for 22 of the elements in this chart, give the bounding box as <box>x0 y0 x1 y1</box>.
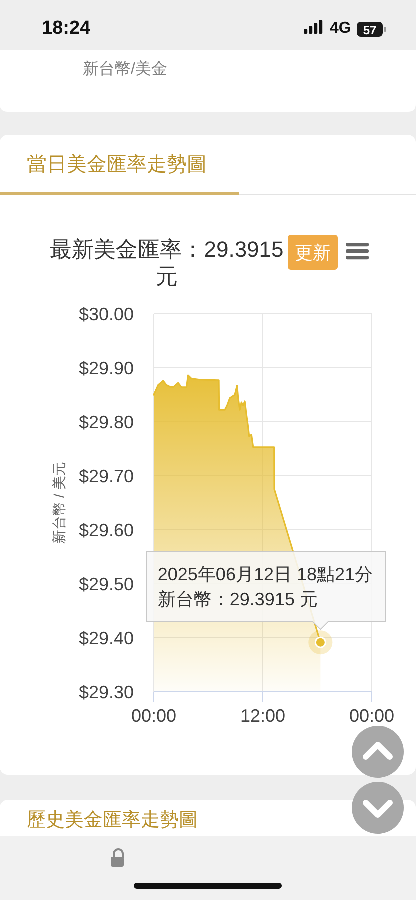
x-tick-label: 00:00 <box>131 706 177 726</box>
y-tick-label: $29.30 <box>78 682 134 702</box>
y-tick-label: $29.70 <box>78 466 134 486</box>
text: 57 <box>363 24 377 38</box>
y-tick-label: $29.90 <box>78 358 134 378</box>
y-tick-label: $29.80 <box>78 412 134 432</box>
text: 新台幣/美金 <box>83 60 168 78</box>
y-axis-title: 新台幣 / 美元 <box>51 462 67 544</box>
text: 4G <box>330 20 352 37</box>
text: 歷史美金匯率走勢圖 <box>27 809 198 831</box>
y-tick-label: $29.40 <box>78 628 134 648</box>
text: 更新 <box>295 243 331 263</box>
y-tick-label: $30.00 <box>78 304 134 324</box>
x-tick-label: 12:00 <box>240 706 286 726</box>
x-tick-label: 00:00 <box>349 706 395 726</box>
text: 當日美金匯率走勢圖 <box>27 153 207 176</box>
text: 18:24 <box>42 18 92 39</box>
annotation: 2025年06月12日 18點21分 <box>158 564 374 584</box>
annotation: 新台幣：29.3915 元 <box>158 589 318 610</box>
y-tick-label: $29.60 <box>78 520 134 540</box>
chart-title: 最新美金匯率：29.3915 元 <box>50 237 284 289</box>
y-tick-label: $29.50 <box>78 574 134 594</box>
